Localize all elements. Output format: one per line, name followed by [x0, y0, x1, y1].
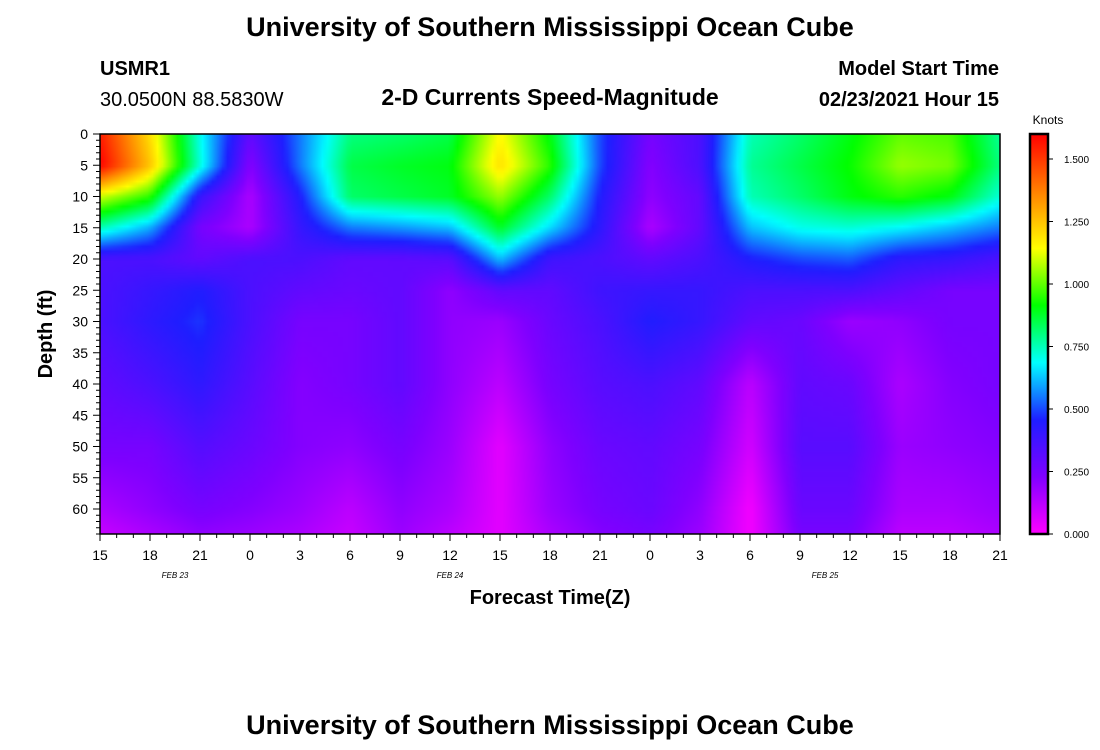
- x-tick-label: 18: [942, 547, 958, 563]
- colorbar-tick-label: 0.000: [1064, 530, 1089, 541]
- y-tick-label: 10: [72, 189, 88, 205]
- colorbar: Knots 0.000 0.250 0.500 0.750 1.000 1.250 1.50…: [1028, 113, 1089, 541]
- x-date-label: FEB 23: [162, 571, 189, 580]
- x-tick-label: 18: [142, 547, 158, 563]
- y-tick-label: 35: [72, 345, 88, 361]
- y-tick-label: 15: [72, 220, 88, 236]
- x-tick-label: 12: [842, 547, 858, 563]
- x-tick-label: 21: [992, 547, 1008, 563]
- x-tick-label: 15: [892, 547, 908, 563]
- x-tick-label: 12: [442, 547, 458, 563]
- x-axis-label: Forecast Time(Z): [470, 587, 631, 609]
- y-tick-label: 5: [80, 157, 88, 173]
- y-axis-label: Depth (ft): [35, 290, 57, 379]
- colorbar-tick-label: 1.500: [1064, 155, 1089, 166]
- x-tick-label: 21: [592, 547, 608, 563]
- colorbar-tick-label: 1.000: [1064, 280, 1089, 291]
- x-tick-label: 9: [796, 547, 804, 563]
- header-title: University of Southern Mississippi Ocean…: [246, 12, 854, 42]
- x-tick-label: 3: [696, 547, 704, 563]
- x-tick-label: 6: [746, 547, 754, 563]
- colorbar-tick-label: 0.750: [1064, 343, 1089, 354]
- y-tick-label: 30: [72, 314, 88, 330]
- y-tick-label: 20: [72, 251, 88, 267]
- x-tick-label: 6: [346, 547, 354, 563]
- x-tick-label: 21: [192, 547, 208, 563]
- y-tick-label: 0: [80, 126, 88, 142]
- x-tick-label: 15: [492, 547, 508, 563]
- x-tick-label: 0: [246, 547, 254, 563]
- colorbar-tick-label: 0.250: [1064, 468, 1089, 479]
- x-date-label: FEB 25: [812, 571, 839, 580]
- y-axis: 0 5 10 15 20 25 30 35 40 45 50 55 60: [72, 126, 100, 535]
- station-location: 30.0500N 88.5830W: [100, 89, 284, 111]
- station-id: USMR1: [100, 58, 170, 80]
- x-tick-label: 9: [396, 547, 404, 563]
- chart-subtitle: 2-D Currents Speed-Magnitude: [381, 84, 718, 110]
- heatmap-image: [100, 134, 1000, 534]
- x-tick-label: 18: [542, 547, 558, 563]
- colorbar-bar: [1028, 132, 1050, 536]
- colorbar-title: Knots: [1033, 113, 1064, 127]
- x-tick-label: 3: [296, 547, 304, 563]
- colorbar-tick-label: 0.500: [1064, 405, 1089, 416]
- footer-title: University of Southern Mississippi Ocean…: [246, 710, 854, 740]
- y-tick-label: 55: [72, 470, 88, 486]
- y-tick-label: 50: [72, 439, 88, 455]
- x-date-label: FEB 24: [437, 571, 464, 580]
- colorbar-ticks: 0.000 0.250 0.500 0.750 1.000 1.250 1.500: [1048, 155, 1089, 541]
- colorbar-tick-label: 1.250: [1064, 218, 1089, 229]
- y-tick-label: 60: [72, 501, 88, 517]
- x-tick-label: 0: [646, 547, 654, 563]
- model-start-time: 02/23/2021 Hour 15: [819, 89, 999, 111]
- y-tick-label: 45: [72, 407, 88, 423]
- x-tick-label: 15: [92, 547, 108, 563]
- model-start-label: Model Start Time: [838, 58, 999, 80]
- plot-area: [99, 133, 1001, 535]
- y-tick-label: 40: [72, 376, 88, 392]
- y-tick-label: 25: [72, 282, 88, 298]
